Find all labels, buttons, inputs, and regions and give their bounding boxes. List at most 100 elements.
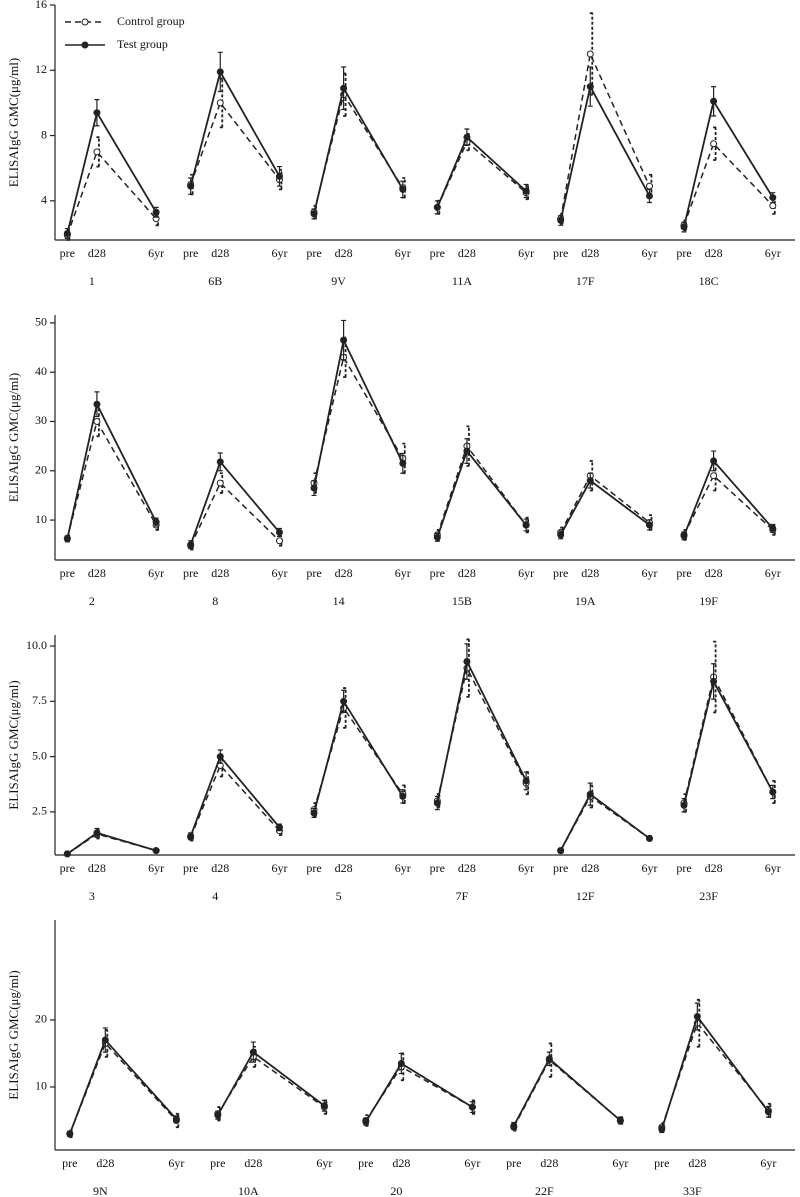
data-point	[616, 1116, 624, 1124]
y-tick-label: 2.5	[32, 804, 47, 818]
x-tick-label: 6yr	[765, 246, 781, 260]
x-tick-label: 6yr	[271, 566, 287, 580]
x-tick-label: pre	[654, 1156, 669, 1170]
data-point	[63, 850, 71, 858]
y-tick-label: 12	[35, 62, 47, 76]
data-point	[63, 535, 71, 543]
data-point	[586, 790, 594, 798]
y-tick-label: 40	[35, 364, 47, 378]
series-line	[660, 1014, 770, 1130]
series-line	[436, 444, 527, 536]
error-bar	[466, 638, 472, 698]
group-label: 23F	[699, 889, 718, 903]
group-label: 5	[336, 889, 342, 903]
x-tick-label: pre	[506, 1156, 521, 1170]
group-label: 12F	[576, 889, 595, 903]
data-point	[645, 834, 653, 842]
group-label: 3	[89, 889, 95, 903]
x-tick-label: d28	[88, 566, 106, 580]
data-point	[710, 457, 718, 465]
x-tick-label: d28	[458, 861, 476, 875]
x-tick-label: d28	[705, 246, 723, 260]
series-line	[513, 1058, 621, 1128]
x-tick-label: pre	[183, 246, 198, 260]
x-tick-label: 6yr	[464, 1156, 480, 1170]
group-label: 9N	[93, 1184, 108, 1197]
y-tick-label: 10	[35, 512, 47, 526]
series-line	[66, 110, 157, 234]
x-tick-label: d28	[392, 1156, 410, 1170]
group-label: 14	[333, 594, 345, 608]
data-point	[557, 531, 565, 539]
x-tick-label: pre	[183, 566, 198, 580]
x-tick-label: 6yr	[641, 861, 657, 875]
series-line	[436, 135, 527, 208]
series-line	[66, 831, 157, 855]
x-tick-label: pre	[60, 861, 75, 875]
data-point	[172, 1115, 180, 1123]
data-point	[680, 223, 688, 231]
series-line	[189, 460, 281, 546]
group-label: 7F	[456, 889, 469, 903]
x-tick-label: d28	[335, 566, 353, 580]
data-point	[310, 210, 318, 218]
series-line	[560, 474, 650, 533]
x-tick-label: pre	[306, 246, 321, 260]
y-tick-label: 4	[41, 193, 47, 207]
data-point	[769, 202, 777, 210]
series-line	[189, 101, 281, 185]
data-point	[710, 140, 718, 148]
data-point	[63, 229, 71, 237]
group-label: 19F	[699, 594, 718, 608]
data-point	[362, 1118, 370, 1126]
data-point	[152, 847, 160, 855]
series-line	[559, 84, 651, 221]
y-tick-label: 30	[35, 413, 47, 427]
data-point	[557, 847, 565, 855]
group-label: 19A	[575, 594, 596, 608]
x-tick-label: 6yr	[641, 246, 657, 260]
group-label: 6B	[208, 274, 222, 288]
data-point	[187, 182, 195, 190]
data-point	[680, 801, 688, 809]
data-point	[93, 417, 101, 425]
y-tick-label: 16	[35, 0, 47, 11]
data-point	[693, 1013, 701, 1021]
group-label: 33F	[683, 1184, 702, 1197]
series-line	[559, 51, 651, 219]
series-line	[683, 459, 774, 537]
data-point	[216, 479, 224, 487]
data-point	[152, 518, 160, 526]
data-point	[586, 50, 594, 58]
x-tick-label: pre	[553, 861, 568, 875]
error-bar	[96, 136, 102, 168]
data-point	[275, 537, 283, 545]
x-tick-label: 6yr	[518, 861, 534, 875]
x-tick-label: d28	[244, 1156, 262, 1170]
data-point	[522, 521, 530, 529]
series-line	[313, 337, 404, 489]
x-tick-label: 6yr	[641, 566, 657, 580]
data-point	[93, 400, 101, 408]
data-point	[340, 336, 348, 344]
data-point	[680, 532, 688, 540]
group-label: 10A	[238, 1184, 259, 1197]
x-tick-label: 6yr	[271, 861, 287, 875]
data-point	[216, 99, 224, 107]
y-tick-label: 10.0	[26, 638, 47, 652]
data-point	[340, 84, 348, 92]
x-tick-label: d28	[211, 246, 229, 260]
x-tick-label: pre	[358, 1156, 373, 1170]
data-point	[710, 472, 718, 480]
series-line	[217, 1050, 325, 1116]
series-line	[436, 658, 527, 804]
x-tick-label: pre	[306, 566, 321, 580]
group-label: 4	[212, 889, 218, 903]
y-axis-label: ELISAIgG GMC(μg/ml)	[6, 970, 21, 1099]
x-tick-label: pre	[553, 246, 568, 260]
x-tick-label: 6yr	[518, 566, 534, 580]
data-point	[463, 658, 471, 666]
x-tick-label: d28	[705, 861, 723, 875]
data-point	[710, 677, 718, 685]
x-tick-label: pre	[430, 566, 445, 580]
